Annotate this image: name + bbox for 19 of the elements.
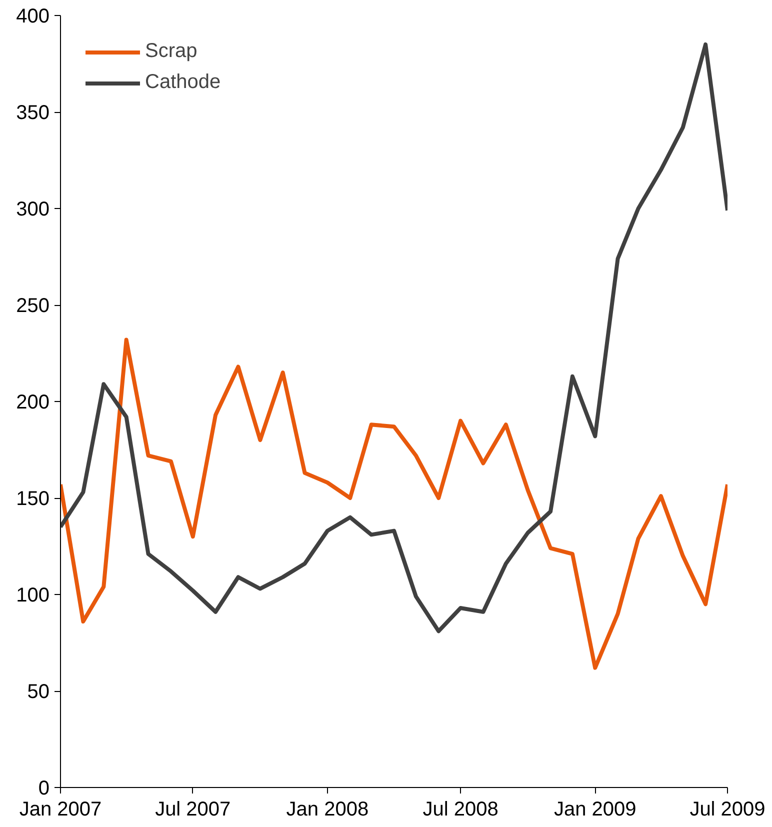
y-tick-label: 200	[16, 392, 50, 414]
legend-label: Scrap	[145, 40, 198, 63]
x-tick-label: Jan 2009	[554, 798, 636, 820]
x-tick-label: Jan 2008	[286, 798, 369, 820]
line-series	[60, 338, 728, 670]
line-series	[60, 42, 728, 634]
x-tick-label: Jul 2009	[690, 798, 766, 820]
x-tick-label: Jul 2008	[422, 798, 498, 820]
y-tick-label: 0	[38, 778, 50, 800]
legend-label: Cathode	[145, 71, 221, 94]
y-tick-label: 350	[16, 102, 50, 124]
y-tick-label: 400	[16, 6, 50, 28]
y-tick-label: 50	[27, 681, 50, 703]
y-tick-label: 150	[16, 488, 50, 510]
x-tick-label: Jul 2007	[155, 798, 231, 820]
y-tick-label: 250	[16, 295, 50, 317]
y-tick-label: 300	[16, 198, 50, 220]
x-tick-label: Jan 2007	[19, 798, 102, 820]
y-tick-label: 100	[16, 584, 50, 606]
